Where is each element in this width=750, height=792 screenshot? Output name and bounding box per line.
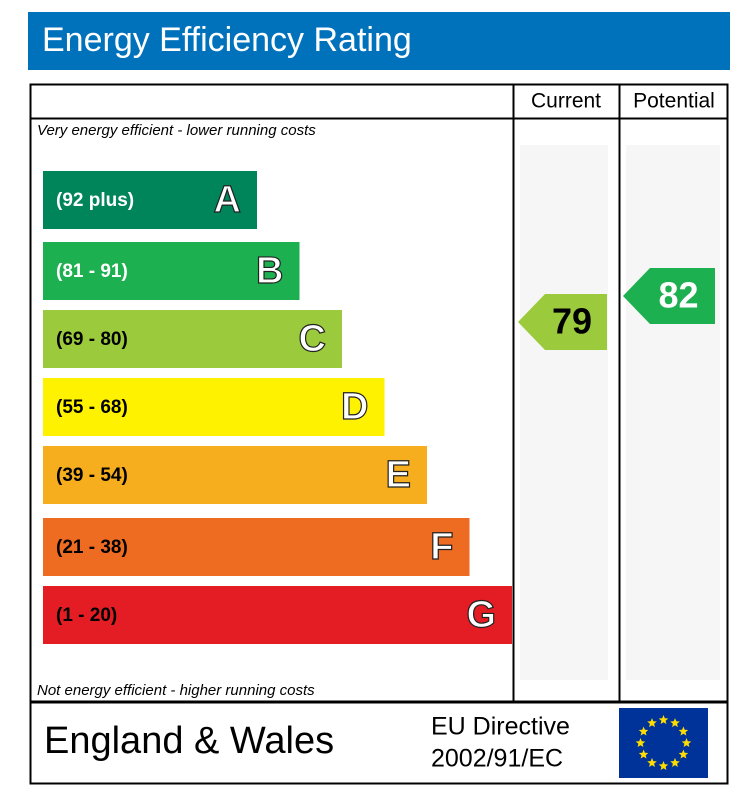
flag-star — [670, 718, 680, 728]
flag-star — [647, 757, 657, 767]
column-header: Current — [531, 90, 601, 113]
eu-flag — [619, 708, 708, 778]
band-range: (21 - 38) — [56, 537, 128, 558]
band-range: (1 - 20) — [56, 605, 117, 626]
bottom-note: Not energy efficient - higher running co… — [37, 682, 315, 699]
footer-frame — [29, 701, 729, 785]
directive: EU Directive — [431, 713, 570, 741]
band — [43, 378, 385, 436]
flag-star — [638, 726, 649, 736]
flag-star — [670, 757, 680, 767]
band-letter: C — [299, 318, 326, 360]
flag-star — [658, 761, 669, 770]
rating-arrow — [623, 268, 715, 324]
rating-arrow — [518, 294, 607, 351]
band — [43, 518, 470, 576]
band-range: (39 - 54) — [56, 465, 128, 486]
column-header: Potential — [633, 90, 715, 113]
rating-value: 79 — [552, 301, 592, 342]
top-note: Very energy efficient - lower running co… — [37, 122, 316, 139]
band-letter: D — [341, 386, 368, 428]
column-bg — [626, 145, 720, 680]
flag-star — [638, 749, 649, 759]
band-letter: B — [256, 250, 283, 292]
band-range: (55 - 68) — [56, 397, 128, 418]
title-bar — [28, 12, 730, 70]
band — [43, 446, 427, 504]
flag-star — [681, 738, 692, 747]
band — [43, 310, 342, 368]
band — [43, 242, 300, 300]
chart-title: Energy Efficiency Rating — [42, 21, 412, 59]
band-letter: A — [214, 179, 241, 221]
band — [43, 171, 257, 229]
band — [43, 586, 512, 644]
directive: 2002/91/EC — [431, 745, 563, 773]
flag-star — [658, 715, 669, 724]
rating-value: 82 — [658, 275, 698, 316]
flag-star — [647, 718, 657, 728]
band-range: (69 - 80) — [56, 329, 128, 350]
band-letter: G — [466, 594, 496, 636]
flag-star — [635, 738, 646, 747]
band-letter: E — [386, 454, 411, 496]
column-bg — [520, 145, 608, 680]
band-letter: F — [430, 526, 453, 568]
band-range: (92 plus) — [56, 190, 134, 211]
flag-star — [678, 726, 689, 736]
region: England & Wales — [44, 720, 334, 762]
band-range: (81 - 91) — [56, 261, 128, 282]
flag-star — [678, 749, 689, 759]
